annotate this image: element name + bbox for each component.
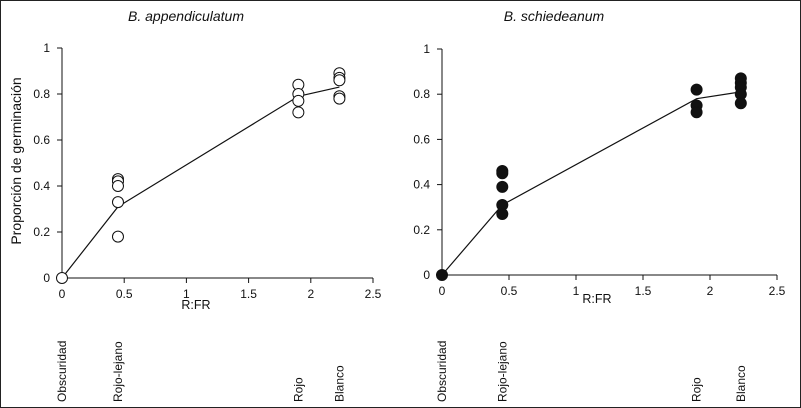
x-tick-label: 0.5 bbox=[501, 284, 518, 298]
data-point bbox=[292, 94, 305, 107]
y-axis-label: Proporción de germinación bbox=[8, 77, 24, 244]
x-tick-label: 0 bbox=[439, 284, 446, 298]
x-tick-label: 2 bbox=[707, 284, 714, 298]
fit-line bbox=[441, 91, 741, 276]
condition-label: Obscuridad bbox=[435, 341, 449, 402]
y-tick-label: 1 bbox=[423, 42, 430, 56]
data-point bbox=[111, 230, 124, 243]
condition-labels: Obscuridad Rojo-lejano Rojo Blanco bbox=[55, 341, 346, 402]
x-tick-label: 1.5 bbox=[635, 284, 652, 298]
axes-group bbox=[441, 49, 777, 276]
x-axis-label: R:FR bbox=[181, 298, 210, 312]
y-tick-label: 0.4 bbox=[413, 178, 430, 192]
y-tick-label: 0 bbox=[423, 268, 430, 282]
condition-label: Rojo bbox=[690, 377, 704, 402]
x-tick-label: 0 bbox=[59, 287, 66, 301]
y-tick-label: 0.2 bbox=[33, 225, 50, 239]
y-tick-label: 0.6 bbox=[33, 133, 50, 147]
data-point bbox=[436, 269, 448, 281]
y-tick-label: 0.8 bbox=[33, 87, 50, 101]
x-tick-label: 1 bbox=[573, 284, 580, 298]
x-tick-label: 2.5 bbox=[365, 287, 382, 301]
data-point bbox=[496, 167, 509, 180]
condition-label: Rojo-lejano bbox=[495, 341, 509, 402]
axes-group bbox=[61, 48, 373, 279]
x-tick-group: 0 0.5 1 1.5 2 2.5 bbox=[439, 275, 786, 298]
data-point bbox=[333, 74, 346, 87]
panel-appendiculatum: B. appendiculatum Proporción de germinac… bbox=[8, 8, 382, 402]
y-tick-label: 0.4 bbox=[33, 179, 50, 193]
fit-line bbox=[61, 86, 340, 279]
data-point bbox=[111, 196, 124, 209]
x-tick-group: 0 0.5 1 1.5 2 2.5 bbox=[59, 278, 382, 301]
y-tick-label: 0.8 bbox=[413, 87, 430, 101]
data-point bbox=[56, 272, 68, 284]
y-tick-group: 0 0.2 0.4 0.6 0.8 1 bbox=[413, 42, 442, 282]
data-point bbox=[496, 207, 509, 220]
x-tick-label: 1 bbox=[183, 287, 190, 301]
data-point bbox=[690, 83, 703, 96]
fit-line-group bbox=[441, 91, 741, 276]
y-tick-label: 0.2 bbox=[413, 223, 430, 237]
data-point bbox=[496, 180, 509, 193]
y-tick-group: 0 0.2 0.4 0.6 0.8 1 bbox=[33, 41, 62, 285]
y-tick-label: 0.6 bbox=[413, 132, 430, 146]
y-tick-label: 1 bbox=[43, 41, 50, 55]
data-point bbox=[292, 106, 305, 119]
points-group bbox=[56, 67, 346, 284]
chart-title: B. appendiculatum bbox=[128, 8, 244, 24]
condition-labels: Obscuridad Rojo-lejano Rojo Blanco bbox=[435, 341, 748, 402]
panel-schiedeanum: B. schiedeanum R:FR 0 0.2 0.4 0.6 0.8 1 0 0.5 1… bbox=[413, 8, 785, 402]
data-point bbox=[333, 92, 346, 105]
x-tick-label: 2.5 bbox=[769, 284, 786, 298]
chart-title: B. schiedeanum bbox=[504, 8, 605, 24]
data-point bbox=[734, 97, 747, 110]
x-tick-label: 2 bbox=[307, 287, 314, 301]
fit-line-group bbox=[61, 86, 340, 279]
condition-label: Rojo bbox=[291, 377, 305, 402]
x-tick-label: 1.5 bbox=[240, 287, 257, 301]
y-tick-label: 0 bbox=[43, 271, 50, 285]
x-axis-label: R:FR bbox=[582, 292, 611, 306]
condition-label: Blanco bbox=[332, 365, 346, 402]
x-tick-label: 0.5 bbox=[116, 287, 133, 301]
points-group bbox=[436, 72, 747, 281]
data-point bbox=[111, 180, 124, 192]
condition-label: Blanco bbox=[734, 365, 748, 402]
data-point bbox=[690, 106, 703, 119]
condition-label: Rojo-lejano bbox=[111, 341, 125, 402]
condition-label: Obscuridad bbox=[55, 341, 69, 402]
